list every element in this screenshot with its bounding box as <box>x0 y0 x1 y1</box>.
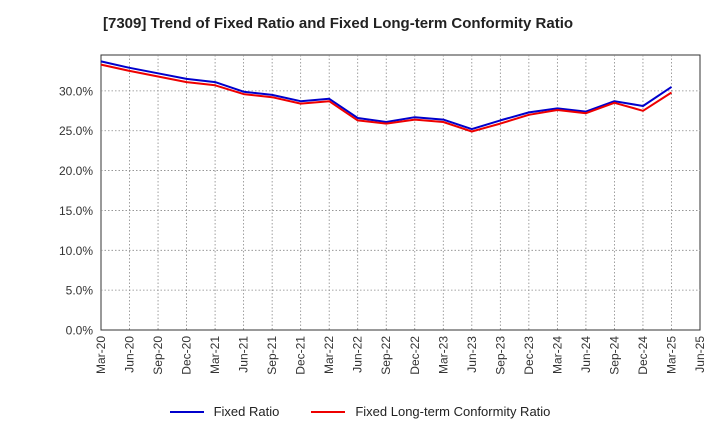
x-tick-label: Jun-23 <box>465 336 479 373</box>
y-tick-label: 10.0% <box>59 244 93 258</box>
x-tick-label: Sep-21 <box>265 336 279 375</box>
line-chart: 0.0% 5.0% 10.0% 15.0% 20.0% 25.0% 30.0% Mar-20 J… <box>59 54 707 375</box>
legend-label-fixed-long-term-conformity-ratio: Fixed Long-term Conformity Ratio <box>355 404 551 419</box>
legend-swatch-fixed-long-term-conformity-ratio <box>311 410 346 413</box>
x-tick-label: Sep-20 <box>151 336 165 375</box>
x-tick-label: Jun-25 <box>693 336 707 373</box>
x-tick-label: Sep-23 <box>493 336 507 375</box>
x-tick-label: Jun-21 <box>237 336 251 373</box>
x-tick-label: Mar-23 <box>436 336 450 374</box>
x-tick-label: Jun-20 <box>123 336 137 373</box>
plot-area <box>100 54 701 331</box>
series-line-fixed-long-term-conformity-ratio <box>100 63 673 133</box>
y-tick-label: 15.0% <box>59 204 93 218</box>
x-tick-label: Mar-22 <box>322 336 336 374</box>
x-tick-label: Dec-21 <box>294 336 308 375</box>
x-tick-label: Mar-20 <box>94 336 108 374</box>
x-tick-label: Dec-22 <box>408 336 422 375</box>
legend: Fixed Ratio Fixed Long-term Conformity R… <box>0 404 720 419</box>
x-tick-label: Sep-22 <box>379 336 393 375</box>
series-line-fixed-ratio <box>100 60 673 131</box>
legend-item-fixed-long-term-conformity-ratio: Fixed Long-term Conformity Ratio <box>311 404 550 419</box>
x-tick-label: Dec-24 <box>636 336 650 375</box>
y-tick-label: 25.0% <box>59 124 93 138</box>
x-tick-label: Dec-23 <box>522 336 536 375</box>
legend-swatch-fixed-ratio <box>169 410 204 413</box>
x-tick-label: Sep-24 <box>607 336 621 375</box>
x-tick-label: Mar-24 <box>550 336 564 374</box>
chart-title: [7309] Trend of Fixed Ratio and Fixed Lo… <box>103 15 574 32</box>
y-tick-label: 0.0% <box>66 324 94 338</box>
legend-item-fixed-ratio: Fixed Ratio <box>169 404 280 419</box>
x-tick-label: Mar-21 <box>208 336 222 374</box>
y-tick-label: 5.0% <box>66 284 94 298</box>
x-tick-label: Dec-20 <box>180 336 194 375</box>
x-tick-label: Jun-24 <box>579 336 593 373</box>
x-tick-label: Mar-25 <box>664 336 678 374</box>
legend-label-fixed-ratio: Fixed Ratio <box>213 404 280 419</box>
y-tick-label: 20.0% <box>59 164 93 178</box>
y-tick-label: 30.0% <box>59 84 93 98</box>
x-tick-label: Jun-22 <box>351 336 365 373</box>
